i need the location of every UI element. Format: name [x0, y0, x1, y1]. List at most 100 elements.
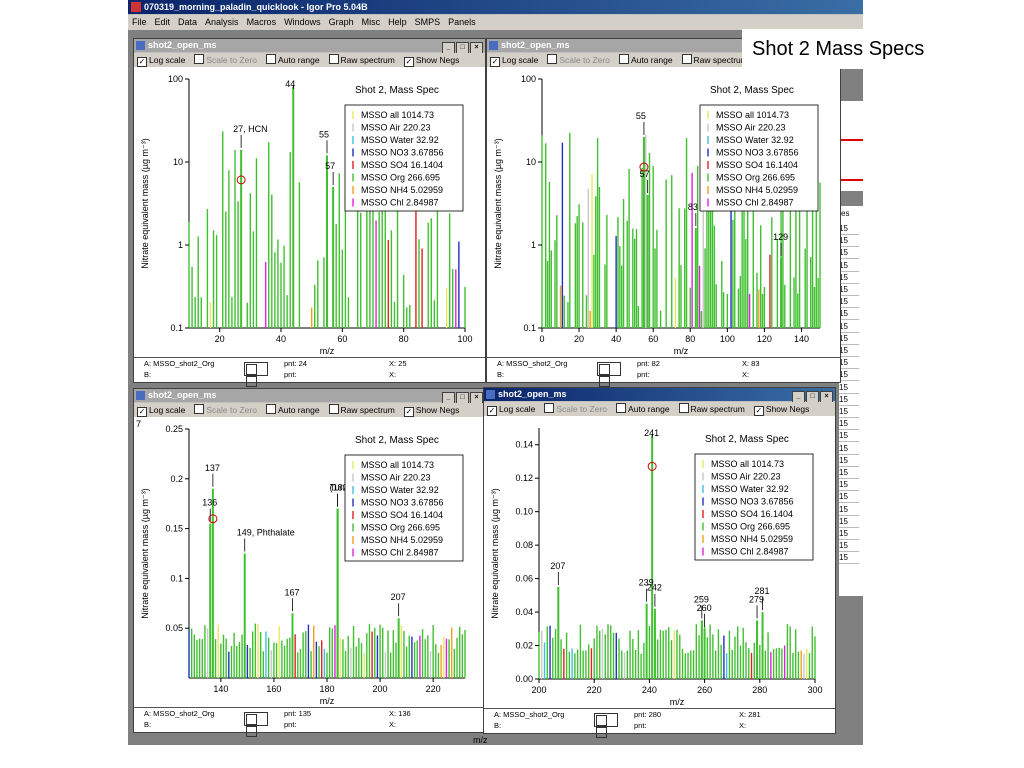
table-cell[interactable]: 15: [839, 273, 859, 284]
table-cell[interactable]: 15: [839, 236, 859, 248]
checkbox-box[interactable]: [681, 54, 692, 64]
spectrum-plot[interactable]: 241 207 239 242 259 260 279 281 200 220 240 260 280 3…: [484, 416, 835, 709]
window-title-bar[interactable]: shot2_open_ms _□×: [134, 389, 485, 404]
table-cell[interactable]: 15: [839, 322, 859, 333]
table-cell[interactable]: 15: [839, 383, 859, 394]
show-negs-checkbox[interactable]: ✓Show Negs: [751, 402, 809, 416]
table-cell[interactable]: 15: [839, 407, 859, 418]
table-cell[interactable]: 15: [839, 456, 859, 467]
cursor-a-marker[interactable]: [639, 162, 649, 172]
checkbox-box[interactable]: [265, 54, 276, 64]
menu-macros[interactable]: Macros: [246, 17, 277, 27]
checkbox-box[interactable]: [544, 403, 555, 413]
checkbox-box[interactable]: ✓: [137, 407, 147, 417]
graph-window-4[interactable]: shot2_open_ms _ □ × ✓ Log scale Scale to Zero A…: [483, 387, 836, 738]
window-title-bar[interactable]: shot2_open_ms _□×: [484, 388, 835, 403]
menu-edit[interactable]: Edit: [154, 17, 171, 27]
cursor-a-marker[interactable]: [647, 461, 657, 471]
auto-range-checkbox[interactable]: Auto range: [616, 53, 673, 67]
table-cell[interactable]: 15: [839, 541, 859, 553]
raw-spectrum-checkbox[interactable]: Raw spectrum: [679, 53, 748, 67]
checkbox-box[interactable]: ✓: [403, 407, 414, 417]
menu-help[interactable]: Help: [388, 17, 407, 27]
spectrum-plot[interactable]: 55 57 83 129 0 20 40 60 80 100 120 140 0.1 1 10 100 m/z N…: [487, 67, 840, 358]
checkbox-box[interactable]: [194, 54, 205, 64]
cursor-a-label[interactable]: A: MSSO_shot2_Org: [144, 359, 215, 368]
table-cell[interactable]: 15: [839, 224, 859, 235]
window-title-bar[interactable]: shot2_open_ms _□×: [134, 39, 485, 54]
menu-analysis[interactable]: Analysis: [205, 17, 239, 27]
auto-range-checkbox[interactable]: Auto range: [263, 53, 320, 67]
checkbox-box[interactable]: [615, 403, 626, 413]
checkbox-box[interactable]: ✓: [137, 57, 147, 67]
spectrum-chart[interactable]: 27, HCN 44 55 57 20 40 60 80 100 0.1 1 10 100 m/z Nitr…: [134, 67, 483, 358]
table-cell[interactable]: 15: [839, 492, 859, 504]
maximize-button[interactable]: □: [806, 391, 819, 403]
menu-panels[interactable]: Panels: [448, 17, 476, 27]
table-cell[interactable]: 15: [839, 419, 859, 431]
menu-windows[interactable]: Windows: [284, 17, 321, 27]
cursor-toggle-button[interactable]: [244, 362, 268, 387]
checkbox-box[interactable]: ✓: [753, 406, 764, 416]
table-cell[interactable]: 15: [839, 395, 859, 406]
menu-data[interactable]: Data: [178, 17, 198, 27]
table-cell[interactable]: 15: [839, 334, 859, 345]
cursor-b-label[interactable]: B:: [494, 721, 502, 730]
table-cell[interactable]: 15: [839, 529, 859, 540]
checkbox-box[interactable]: [547, 54, 558, 64]
log-scale-checkbox[interactable]: ✓ Log scale: [134, 403, 185, 417]
cursor-a-marker[interactable]: [236, 175, 246, 185]
cursor-toggle-button[interactable]: [597, 362, 621, 387]
table-cell[interactable]: 15: [839, 370, 859, 382]
menu-graph[interactable]: Graph: [328, 17, 354, 27]
spectrum-chart[interactable]: 55 57 83 129 0 20 40 60 80 100 120 140 0.1 1 10 100 m/z N…: [487, 67, 838, 358]
checkbox-box[interactable]: [328, 54, 339, 64]
log-scale-checkbox[interactable]: ✓ Log scale: [134, 53, 185, 67]
table-cell[interactable]: 15: [839, 444, 859, 455]
spectrum-plot[interactable]: 27, HCN 44 55 57 20 40 60 80 100 0.1 1 10 100 m/z Nitr…: [134, 67, 485, 358]
graph-window-3[interactable]: shot2_open_ms _ □ × ✓ Log scale Scale to Zero A…: [133, 388, 486, 737]
checkbox-box[interactable]: ✓: [487, 406, 497, 416]
cursor-b-label[interactable]: B:: [144, 370, 152, 379]
table-cell[interactable]: 15: [839, 248, 859, 260]
log-scale-checkbox[interactable]: ✓ Log scale: [487, 53, 538, 67]
log-scale-checkbox[interactable]: ✓ Log scale: [484, 402, 535, 416]
checkbox-box[interactable]: ✓: [403, 57, 414, 67]
cursor-toggle-button[interactable]: [244, 712, 268, 737]
graph-window-1[interactable]: shot2_open_ms _ □ × ✓ Log scale Scale to Zero A…: [133, 38, 486, 387]
menu-file[interactable]: File: [132, 17, 147, 27]
cursor-toggle-button[interactable]: [594, 713, 618, 738]
table-cell[interactable]: 15: [839, 297, 859, 309]
table-cell[interactable]: 15: [839, 468, 859, 479]
checkbox-box[interactable]: [678, 403, 689, 413]
table-cell[interactable]: 15: [839, 505, 859, 516]
raw-spectrum-checkbox[interactable]: Raw spectrum: [326, 403, 395, 417]
table-cell[interactable]: 15: [839, 309, 859, 321]
table-cell[interactable]: 15: [839, 285, 859, 296]
table-cell[interactable]: 15: [839, 261, 859, 272]
cursor-a-marker[interactable]: [208, 514, 218, 524]
auto-range-checkbox[interactable]: Auto range: [613, 402, 670, 416]
table-cell[interactable]: 15: [839, 553, 859, 565]
cursor-a-label[interactable]: A: MSSO_shot2_Org: [144, 709, 215, 718]
checkbox-box[interactable]: [265, 404, 276, 414]
raw-spectrum-checkbox[interactable]: Raw spectrum: [676, 402, 745, 416]
checkbox-box[interactable]: [618, 54, 629, 64]
checkbox-box[interactable]: [194, 404, 205, 414]
table-cell[interactable]: 15: [839, 480, 859, 492]
cursor-b-label[interactable]: B:: [497, 370, 505, 379]
cursor-b-label[interactable]: B:: [144, 720, 152, 729]
table-cell[interactable]: 15: [839, 358, 859, 370]
table-cell[interactable]: 15: [839, 346, 859, 357]
cursor-a-label[interactable]: A: MSSO_shot2_Org: [497, 359, 568, 368]
auto-range-checkbox[interactable]: Auto range: [263, 403, 320, 417]
table-cell[interactable]: 15: [839, 431, 859, 443]
raw-spectrum-checkbox[interactable]: Raw spectrum: [326, 53, 395, 67]
show-negs-checkbox[interactable]: ✓Show Negs: [401, 53, 459, 67]
cursor-a-label[interactable]: A: MSSO_shot2_Org: [494, 710, 565, 719]
show-negs-checkbox[interactable]: ✓Show Negs: [401, 403, 459, 417]
